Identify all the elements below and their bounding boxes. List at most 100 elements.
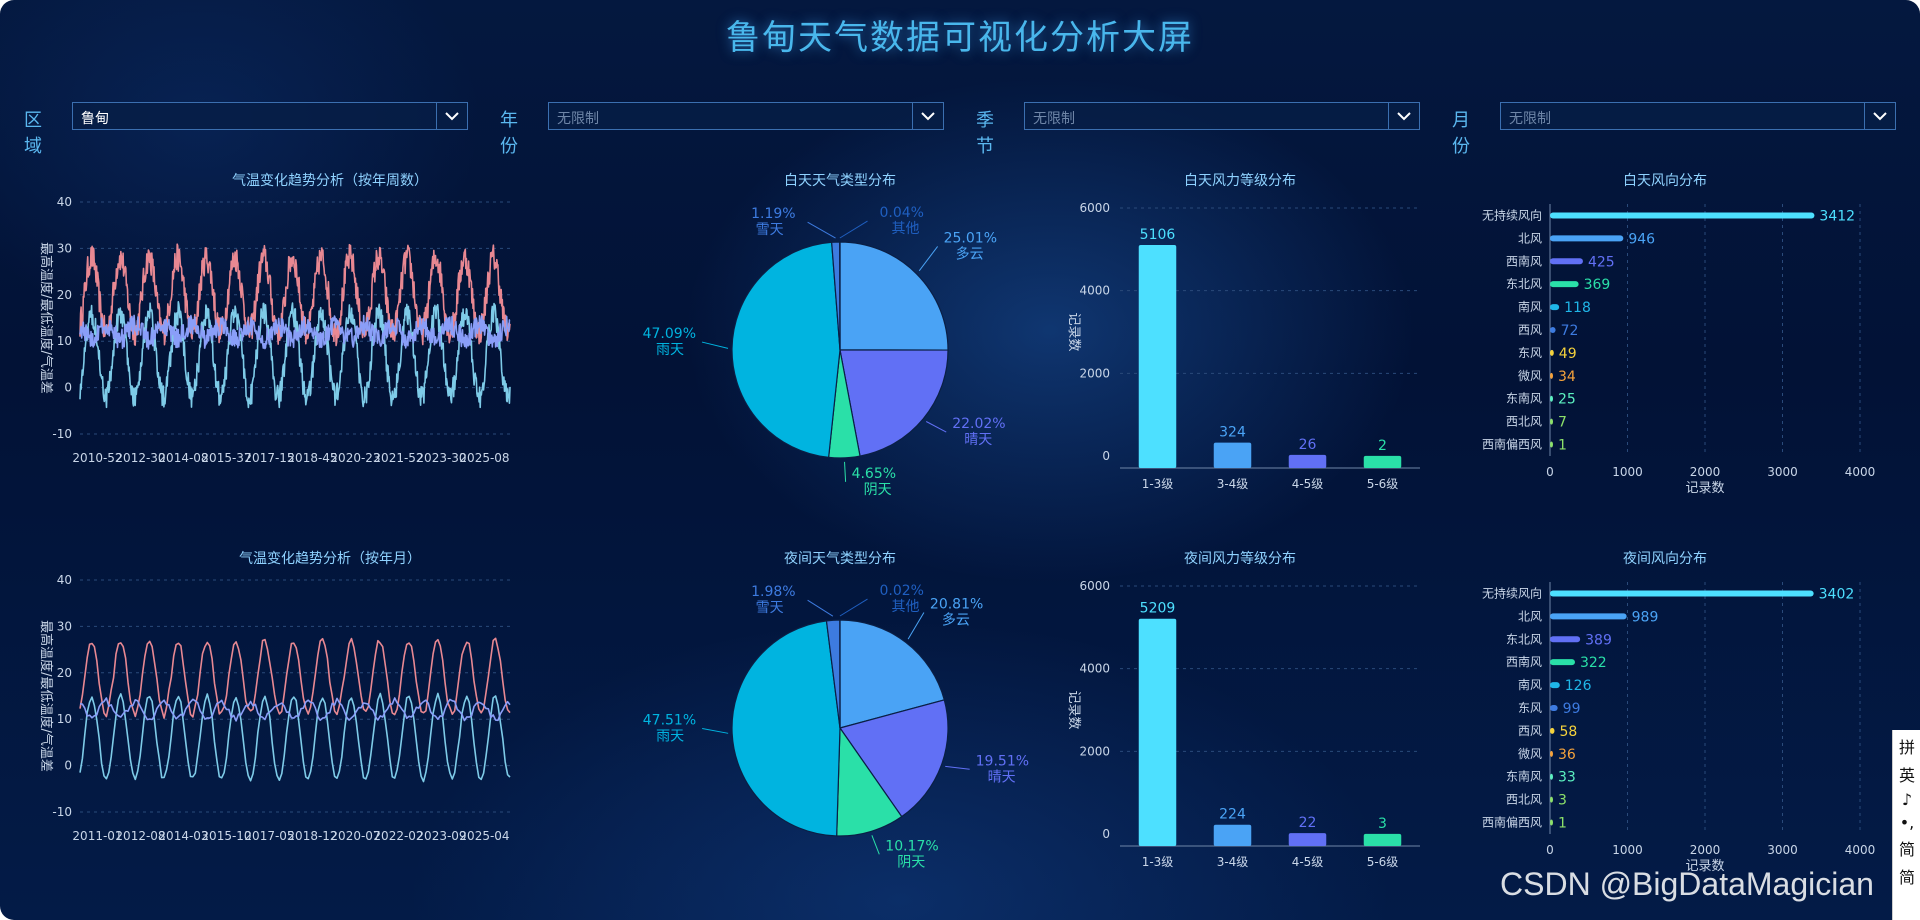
pie-percent-label: 20.81% (930, 596, 983, 612)
bar-value-label: 425 (1588, 254, 1615, 270)
y-tick-label: 2000 (1079, 366, 1110, 380)
x-axis-title: 记录数 (1685, 859, 1724, 874)
pie-leader-line (871, 835, 880, 855)
bar-西南偏西风 (1550, 819, 1553, 826)
ime-toolbar[interactable]: 拼 英 ♪ •, 简 简 (1892, 730, 1920, 920)
bar-value-label: 3402 (1819, 586, 1855, 602)
series-line-diff (79, 314, 511, 350)
pie-leader-line (701, 341, 729, 349)
chart-title: 夜间天气类型分布 (784, 551, 896, 567)
y-tick-label: 30 (57, 619, 72, 633)
y-tick-label: 0 (1102, 449, 1110, 463)
bar-value-label: 369 (1584, 277, 1611, 293)
season-select[interactable]: 无限制 (1024, 102, 1420, 130)
y-tick-label: 西南偏西风 (1482, 815, 1542, 830)
bar-value-label: 72 (1561, 323, 1579, 339)
x-axis-title: 记录数 (1685, 481, 1724, 496)
pie-leader-line (907, 612, 925, 640)
y-tick-label: 40 (57, 195, 72, 209)
temp-week-panel: 气温变化趋势分析（按年周数） -10 0 10 20 30 40 最高温度/最低温度/气温差… (20, 170, 640, 520)
filter-region-label: 区域 (24, 110, 42, 157)
bar-3-4级 (1213, 442, 1252, 468)
y-tick-label: 北风 (1518, 609, 1542, 623)
chevron-down-icon[interactable] (1388, 103, 1419, 129)
y-tick-label: 东北风 (1506, 277, 1542, 291)
wind-dir-night-panel: 夜间风向分布 0 1000 2000 3000 4000 记录数 无持续风向 3402 北风 98… (1440, 548, 1890, 898)
bar-value-label: 36 (1558, 747, 1576, 763)
x-tick-label: 2014-08 (158, 451, 208, 465)
x-tick-label: 1000 (1612, 465, 1643, 479)
y-tick-label: 30 (57, 241, 72, 255)
month-select[interactable]: 无限制 (1500, 102, 1896, 130)
ime-item[interactable]: 英 (1898, 766, 1915, 785)
bar-西风 (1550, 327, 1556, 333)
ime-item[interactable]: ♪ (1901, 790, 1913, 809)
y-tick-label: 东南风 (1506, 769, 1542, 784)
bar-无持续风向 (1550, 590, 1814, 597)
chevron-down-icon[interactable] (1864, 103, 1895, 129)
bar-东风 (1550, 705, 1558, 711)
bar-西南偏西风 (1550, 441, 1553, 448)
x-tick-label: 4-5级 (1292, 477, 1324, 491)
series-line-low (79, 301, 511, 409)
y-tick-label: 东风 (1518, 346, 1542, 360)
pie-name-label: 其他 (891, 221, 919, 237)
ime-item[interactable]: 拼 (1898, 738, 1915, 757)
bar-value-label: 22 (1299, 815, 1317, 831)
pie-slice-晴天 (839, 699, 949, 818)
wind-level-day-chart: 0 2000 4000 6000 记录数 5106 1-3级 324 3-4级 26 4-5级 2 5-… (1066, 201, 1420, 491)
y-axis-title: 记录数 (1066, 690, 1081, 729)
x-tick-label: 2017-05 (244, 829, 294, 843)
bar-value-label: 58 (1559, 724, 1577, 740)
bar-5-6级 (1363, 455, 1402, 468)
pie-name-label: 多云 (942, 611, 970, 628)
bar-东南风 (1550, 395, 1553, 402)
y-tick-label: 20 (57, 666, 72, 680)
bar-西南风 (1550, 659, 1575, 666)
pie-name-label: 其他 (891, 599, 919, 615)
y-tick-label: 西南风 (1506, 253, 1542, 268)
ime-item[interactable]: 简 (1898, 840, 1915, 859)
y-tick-label: 4000 (1079, 662, 1110, 676)
chart-title: 白天天气类型分布 (784, 173, 896, 189)
y-tick-label: 0 (64, 381, 72, 395)
bar-4-5级 (1288, 454, 1327, 468)
bar-value-label: 3 (1378, 816, 1387, 832)
region-select[interactable]: 鲁甸 (72, 102, 468, 130)
page-title: 鲁甸天气数据可视化分析大屏 (726, 18, 1194, 58)
x-tick-label: 3-4级 (1217, 855, 1249, 869)
x-tick-label: 3000 (1767, 843, 1798, 857)
wind-level-night-panel: 夜间风力等级分布 0 2000 4000 6000 记录数 5209 1-3级 224 3-4级… (1040, 548, 1440, 898)
bar-东北风 (1550, 281, 1579, 288)
bar-value-label: 33 (1558, 770, 1576, 786)
pie-name-label: 雨天 (656, 342, 684, 358)
bar-东风 (1550, 349, 1554, 356)
bar-西风 (1550, 727, 1555, 734)
chevron-down-icon[interactable] (912, 103, 943, 129)
bar-value-label: 324 (1219, 425, 1246, 441)
x-tick-label: 0 (1546, 465, 1554, 479)
chevron-down-icon[interactable] (436, 103, 467, 129)
bar-value-label: 26 (1299, 437, 1317, 453)
bar-4-5级 (1288, 833, 1327, 846)
bar-value-label: 99 (1563, 701, 1581, 717)
bar-value-label: 224 (1219, 807, 1246, 823)
y-tick-label: 6000 (1079, 201, 1110, 215)
x-tick-label: 2025-08 (459, 451, 509, 465)
pie-leader-line (702, 728, 729, 734)
bar-value-label: 1 (1558, 438, 1567, 454)
year-select[interactable]: 无限制 (548, 102, 944, 130)
bar-南风 (1550, 682, 1560, 689)
bar-value-label: 126 (1565, 678, 1592, 694)
pie-name-label: 雪天 (756, 600, 784, 616)
pie-percent-label: 4.65% (852, 466, 896, 482)
x-tick-label: 2022-02 (373, 829, 423, 843)
y-tick-label: 微风 (1518, 747, 1542, 761)
watermark: CSDN @BigDataMagician (1500, 866, 1874, 902)
ime-item[interactable]: 简 (1898, 868, 1915, 887)
bar-北风 (1550, 235, 1624, 242)
ime-item[interactable]: •, (1899, 813, 1915, 832)
x-tick-label: 2023-09 (416, 829, 466, 843)
y-tick-label: 无持续风向 (1482, 585, 1542, 600)
